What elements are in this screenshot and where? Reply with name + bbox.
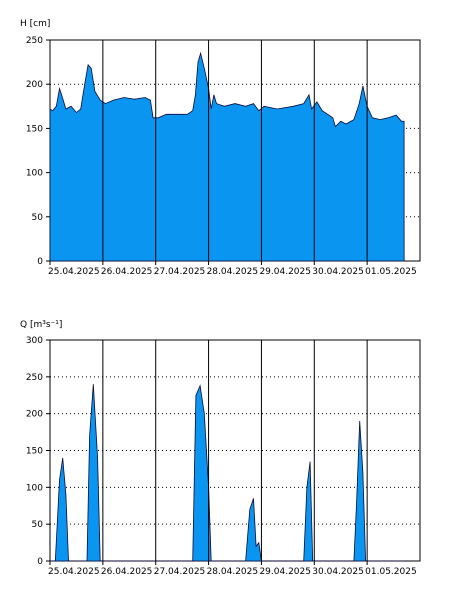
xtick-label: 25.04.2025 [48, 567, 100, 577]
xtick-label: 30.04.2025 [312, 567, 364, 577]
xtick-label: 27.04.2025 [154, 267, 206, 277]
xtick-label: 26.04.2025 [101, 267, 153, 277]
ytick-label: 250 [26, 373, 43, 383]
xtick-label: 30.04.2025 [312, 267, 364, 277]
xtick-label: 01.05.2025 [365, 267, 417, 277]
xtick-label: 28.04.2025 [207, 567, 259, 577]
ytick-label: 0 [37, 257, 43, 267]
xtick-label: 29.04.2025 [259, 567, 311, 577]
ytick-label: 50 [32, 520, 44, 530]
area-series-water-level [49, 51, 405, 262]
area-series-discharge [50, 384, 405, 562]
day-lines-water-level [102, 40, 368, 261]
xtick-label: 27.04.2025 [154, 567, 206, 577]
xtick-label: 25.04.2025 [48, 267, 100, 277]
day-lines-discharge [102, 340, 368, 561]
ylabel-discharge: Q [m³s⁻¹] [20, 320, 62, 330]
ytick-label: 50 [32, 213, 44, 223]
xticks-water-level: 25.04.2025 26.04.2025 27.04.2025 28.04.2025… [48, 261, 417, 277]
ytick-label: 100 [26, 483, 43, 493]
ytick-label: 150 [26, 447, 43, 457]
ytick-label: 150 [26, 124, 43, 134]
ylabel-water-level: H [cm] [20, 19, 50, 29]
xtick-label: 29.04.2025 [259, 267, 311, 277]
yticks-water-level: 0 50 100 150 200 250 [26, 36, 50, 267]
yticks-discharge: 0 50 100 150 200 250 300 [26, 336, 50, 567]
ytick-label: 200 [26, 80, 43, 90]
ytick-label: 100 [26, 169, 43, 179]
chart-water-level: H [cm] 0 50 100 150 200 250 25.04.2025 26.04.2… [20, 19, 421, 277]
ytick-label: 200 [26, 410, 43, 420]
xtick-label: 26.04.2025 [101, 567, 153, 577]
xtick-label: 01.05.2025 [365, 567, 417, 577]
ytick-label: 300 [26, 336, 43, 346]
xtick-label: 28.04.2025 [207, 267, 259, 277]
ytick-label: 250 [26, 36, 43, 46]
xticks-discharge: 25.04.2025 26.04.2025 27.04.2025 28.04.2025… [48, 561, 417, 577]
ytick-label: 0 [37, 557, 43, 567]
